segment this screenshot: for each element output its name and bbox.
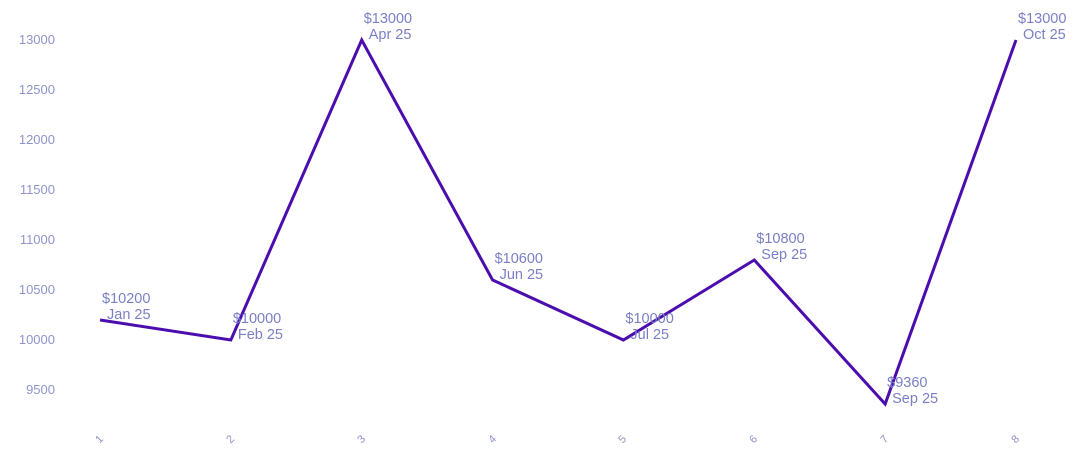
data-point-date: Sep 25 [892,390,939,407]
data-point-label: $10000 Feb 25 [232,311,283,343]
y-axis-tick-label: 10000 [18,332,55,347]
data-point-label: $13000 Oct 25 [1018,11,1067,43]
data-point-price: $13000 [363,11,413,27]
y-axis-tick-label: 11500 [19,182,55,197]
data-point-price: $10000 [625,311,674,327]
data-point-label: $10600 Jun 25 [494,251,544,283]
data-point-label: $10800 Sep 25 [756,231,808,263]
y-axis-tick-label: 11000 [19,232,55,247]
y-axis-tick-label: 12000 [18,132,55,147]
data-point-price: $10800 [756,231,805,247]
y-axis-tick-label: 10500 [18,282,55,297]
y-axis-tick-label: 12500 [18,82,55,97]
data-point-date: Sep 25 [761,246,808,263]
data-point-label: $10000 Jul 25 [625,311,674,343]
data-point-label: $10200 Jan 25 [102,291,151,323]
data-point-date: Jul 25 [630,326,670,343]
data-point-price: $9360 [887,375,928,391]
data-point-price: $13000 [1018,11,1067,27]
data-point-price: $10600 [494,251,543,267]
data-point-price: $10000 [232,311,282,327]
data-point-price: $10200 [102,291,151,307]
data-point-date: Jan 25 [107,306,151,323]
data-point-label: $9360 Sep 25 [887,375,939,407]
price-line-series [99,36,1018,407]
data-point-label: $13000 Apr 25 [363,11,413,43]
data-point-date: Oct 25 [1023,26,1066,43]
y-axis-tick-label: 9500 [26,382,55,397]
data-point-date: Apr 25 [368,26,412,43]
data-point-date: Jun 25 [499,266,544,283]
data-point-date: Feb 25 [237,326,283,343]
y-axis-tick-label: 13000 [18,32,55,47]
